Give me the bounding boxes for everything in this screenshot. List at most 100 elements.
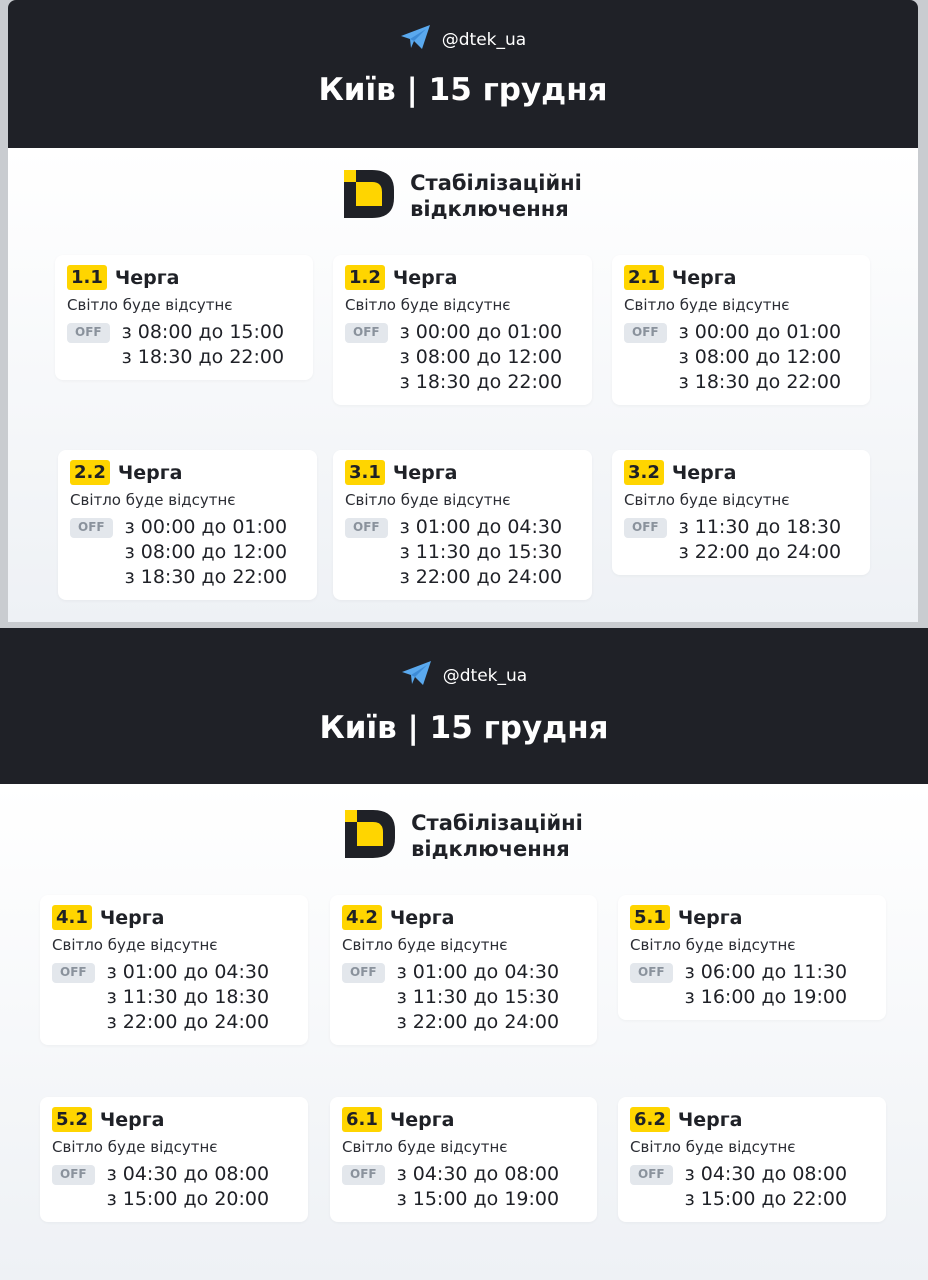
outage-time: з 00:00 до 01:00 [678, 321, 842, 343]
outage-time: з 18:30 до 22:00 [399, 371, 563, 393]
outage-subtitle: Світло буде відсутнє [624, 491, 790, 509]
brand-line-2: відключення [411, 837, 570, 861]
outage-time: з 15:00 до 20:00 [106, 1188, 270, 1210]
outage-time: з 18:30 до 22:00 [121, 346, 285, 368]
outage-time: з 00:00 до 01:00 [124, 516, 288, 538]
queue-card: 2.1 Черга Світло буде відсутнє OFF з 00:00… [612, 255, 870, 405]
queue-label: Черга [389, 1108, 455, 1131]
brand-line-1: Стабілізаційні [411, 811, 583, 835]
queue-label: Черга [671, 461, 737, 484]
queue-card: 5.1 Черга Світло буде відсутнє OFF з 06:00… [618, 895, 886, 1020]
outage-time: з 11:30 до 15:30 [396, 986, 560, 1008]
outage-time: з 04:30 до 08:00 [396, 1163, 560, 1185]
queue-label: Черга [99, 906, 165, 929]
outage-subtitle: Світло буде відсутнє [52, 936, 218, 954]
off-badge: OFF [630, 1165, 673, 1185]
outage-subtitle: Світло буде відсутнє [70, 491, 236, 509]
outage-time: з 22:00 до 24:00 [678, 541, 842, 563]
outage-time: з 11:30 до 18:30 [678, 516, 842, 538]
outage-subtitle: Світло буде відсутнє [630, 936, 796, 954]
outage-time: з 22:00 до 24:00 [396, 1011, 560, 1033]
queue-label: Черга [677, 906, 743, 929]
outage-subtitle: Світло буде відсутнє [67, 296, 233, 314]
queue-label: Черга [114, 266, 180, 289]
outage-time: з 01:00 до 04:30 [399, 516, 563, 538]
queue-number: 6.1 [342, 1107, 382, 1132]
brand-line-2: відключення [410, 197, 569, 221]
outage-time: з 11:30 до 15:30 [399, 541, 563, 563]
outage-subtitle: Світло буде відсутнє [630, 1138, 796, 1156]
outage-subtitle: Світло буде відсутнє [345, 491, 511, 509]
outage-time: з 08:00 до 12:00 [124, 541, 288, 563]
header: @dtek_ua Київ | 15 грудня [0, 628, 928, 784]
off-badge: OFF [342, 1165, 385, 1185]
outage-time: з 18:30 до 22:00 [678, 371, 842, 393]
telegram-handle: @dtek_ua [442, 665, 528, 686]
off-badge: OFF [624, 518, 667, 538]
off-badge: OFF [52, 963, 95, 983]
outage-subtitle: Світло буде відсутнє [342, 1138, 508, 1156]
queue-number: 5.1 [630, 905, 670, 930]
telegram-channel[interactable]: @dtek_ua [0, 660, 928, 691]
outage-time: з 01:00 до 04:30 [106, 961, 270, 983]
queue-card: 1.1 Черга Світло буде відсутнє OFF з 08:00… [55, 255, 313, 380]
queue-card: 1.2 Черга Світло буде відсутнє OFF з 00:00… [333, 255, 592, 405]
outage-time: з 11:30 до 18:30 [106, 986, 270, 1008]
outage-subtitle: Світло буде відсутнє [624, 296, 790, 314]
schedule-panel-2: @dtek_ua Київ | 15 грудня Стабілізаційні… [0, 628, 928, 1280]
outage-time: з 00:00 до 01:00 [399, 321, 563, 343]
queue-number: 4.2 [342, 905, 382, 930]
off-badge: OFF [345, 518, 388, 538]
queue-card: 6.1 Черга Світло буде відсутнє OFF з 04:30… [330, 1097, 597, 1222]
outage-time: з 22:00 до 24:00 [399, 566, 563, 588]
outage-time: з 16:00 до 19:00 [684, 986, 848, 1008]
telegram-handle: @dtek_ua [441, 29, 527, 50]
telegram-icon [400, 24, 432, 55]
dtek-logo-icon [345, 810, 396, 862]
queue-label: Черга [389, 906, 455, 929]
brand: Стабілізаційні відключення [8, 170, 918, 222]
queue-number: 5.2 [52, 1107, 92, 1132]
telegram-channel[interactable]: @dtek_ua [8, 24, 918, 55]
queue-card: 3.2 Черга Світло буде відсутнє OFF з 11:30… [612, 450, 870, 575]
off-badge: OFF [67, 323, 110, 343]
dtek-logo-icon [344, 170, 395, 222]
page-title: Київ | 15 грудня [319, 710, 609, 746]
queue-card: 6.2 Черга Світло буде відсутнє OFF з 04:30… [618, 1097, 886, 1222]
brand: Стабілізаційні відключення [0, 810, 928, 862]
queue-label: Черга [117, 461, 183, 484]
page-title: Київ | 15 грудня [318, 72, 608, 108]
queue-card: 2.2 Черга Світло буде відсутнє OFF з 00:00… [58, 450, 317, 600]
outage-subtitle: Світло буде відсутнє [52, 1138, 218, 1156]
off-badge: OFF [52, 1165, 95, 1185]
outage-subtitle: Світло буде відсутнє [342, 936, 508, 954]
off-badge: OFF [624, 323, 667, 343]
queue-label: Черга [99, 1108, 165, 1131]
off-badge: OFF [342, 963, 385, 983]
outage-time: з 01:00 до 04:30 [396, 961, 560, 983]
queue-number: 2.2 [70, 460, 110, 485]
queue-number: 3.2 [624, 460, 664, 485]
header: @dtek_ua Київ | 15 грудня [8, 0, 918, 148]
outage-time: з 08:00 до 12:00 [678, 346, 842, 368]
queue-label: Черга [392, 266, 458, 289]
brand-line-1: Стабілізаційні [410, 171, 582, 195]
content: Стабілізаційні відключення 4.1 Черга Світл… [0, 784, 928, 1280]
outage-time: з 04:30 до 08:00 [684, 1163, 848, 1185]
queue-number: 6.2 [630, 1107, 670, 1132]
queue-number: 4.1 [52, 905, 92, 930]
queue-card: 3.1 Черга Світло буде відсутнє OFF з 01:00… [333, 450, 592, 600]
queue-card: 5.2 Черга Світло буде відсутнє OFF з 04:30… [40, 1097, 308, 1222]
outage-time: з 18:30 до 22:00 [124, 566, 288, 588]
off-badge: OFF [70, 518, 113, 538]
off-badge: OFF [630, 963, 673, 983]
queue-number: 1.2 [345, 265, 385, 290]
outage-time: з 15:00 до 19:00 [396, 1188, 560, 1210]
queue-label: Черга [671, 266, 737, 289]
queue-label: Черга [677, 1108, 743, 1131]
queue-label: Черга [392, 461, 458, 484]
schedule-panel-1: @dtek_ua Київ | 15 грудня Стабілізаційні… [8, 0, 918, 622]
queue-card: 4.1 Черга Світло буде відсутнє OFF з 01:00… [40, 895, 308, 1045]
outage-time: з 08:00 до 15:00 [121, 321, 285, 343]
outage-time: з 08:00 до 12:00 [399, 346, 563, 368]
